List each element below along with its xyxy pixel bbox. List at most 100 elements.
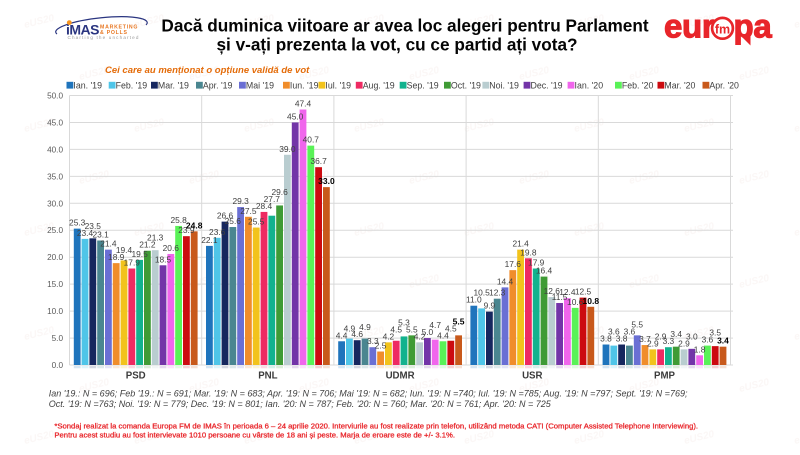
- svg-text:pa: pa: [734, 8, 773, 45]
- svg-text:Noi. '19: Noi. '19: [489, 81, 519, 91]
- svg-text:16.4: 16.4: [536, 266, 553, 276]
- svg-text:17.6: 17.6: [505, 259, 522, 269]
- svg-text:2.9: 2.9: [647, 338, 659, 348]
- svg-text:19.4: 19.4: [116, 245, 133, 255]
- svg-text:3.8: 3.8: [616, 334, 628, 344]
- svg-text:21.3: 21.3: [147, 233, 164, 243]
- svg-text:și v-ați prezenta la vot, cu c: și v-ați prezenta la vot, cu ce partid a…: [216, 35, 577, 55]
- svg-text:30.0: 30.0: [47, 199, 63, 208]
- svg-text:PMP: PMP: [654, 371, 676, 382]
- svg-text:3.5: 3.5: [709, 328, 721, 338]
- svg-text:45.0: 45.0: [47, 119, 63, 128]
- svg-text:2.9: 2.9: [655, 331, 667, 341]
- svg-text:4.5: 4.5: [390, 324, 402, 334]
- svg-text:10.0: 10.0: [47, 307, 63, 316]
- svg-text:2.5: 2.5: [375, 341, 387, 351]
- svg-text:Sep. '19: Sep. '19: [407, 81, 439, 91]
- svg-text:3.4: 3.4: [717, 336, 729, 346]
- svg-text:17.9: 17.9: [528, 258, 545, 268]
- svg-text:Mar. '19: Mar. '19: [158, 81, 189, 91]
- svg-text:4.9: 4.9: [359, 322, 371, 332]
- svg-text:fm: fm: [715, 23, 730, 37]
- svg-text:10.8: 10.8: [583, 296, 600, 306]
- svg-text:10.5: 10.5: [473, 288, 490, 298]
- svg-text:4.2: 4.2: [383, 331, 395, 341]
- svg-text:Feb. '19: Feb. '19: [116, 81, 148, 91]
- svg-text:29.6: 29.6: [271, 187, 288, 197]
- svg-text:eUS20: eUS20: [793, 325, 800, 343]
- svg-text:40.0: 40.0: [47, 145, 63, 154]
- svg-text:3.3: 3.3: [663, 336, 675, 346]
- svg-text:36.7: 36.7: [310, 156, 327, 166]
- svg-text:25.8: 25.8: [170, 215, 187, 225]
- svg-text:17.9: 17.9: [124, 258, 141, 268]
- svg-text:3.3: 3.3: [367, 336, 379, 346]
- svg-text:4.6: 4.6: [351, 329, 363, 339]
- svg-text:3.6: 3.6: [608, 327, 620, 337]
- svg-text:Apr. '20: Apr. '20: [709, 81, 739, 91]
- svg-text:47.4: 47.4: [295, 99, 312, 109]
- svg-text:23.5: 23.5: [85, 221, 102, 231]
- svg-text:Pentru acest studiu au fost in: Pentru acest studiu au fost intervievate…: [54, 431, 455, 440]
- svg-text:3.0: 3.0: [686, 331, 698, 341]
- svg-text:27.5: 27.5: [240, 206, 257, 216]
- svg-text:5.0: 5.0: [52, 334, 64, 343]
- svg-text:PNL: PNL: [258, 371, 277, 382]
- svg-text:Feb. '20: Feb. '20: [622, 81, 654, 91]
- svg-text:Aug. '19: Aug. '19: [363, 81, 395, 91]
- svg-text:Oct. '19: Oct. '19: [451, 81, 481, 91]
- svg-text:25.6: 25.6: [225, 216, 242, 226]
- svg-text:21.4: 21.4: [100, 239, 117, 249]
- svg-text:25.5: 25.5: [248, 217, 265, 227]
- svg-text:24.8: 24.8: [186, 220, 203, 230]
- svg-text:19.8: 19.8: [520, 247, 537, 257]
- svg-text:PSD: PSD: [126, 371, 146, 382]
- svg-text:12.3: 12.3: [489, 288, 506, 298]
- svg-text:3.6: 3.6: [624, 327, 636, 337]
- svg-text:Apr. '19: Apr. '19: [203, 81, 233, 91]
- svg-text:12.6: 12.6: [544, 286, 561, 296]
- svg-text:40.7: 40.7: [303, 135, 320, 145]
- svg-text:18.5: 18.5: [155, 254, 172, 264]
- svg-text:4.4: 4.4: [437, 330, 449, 340]
- svg-text:10.6: 10.6: [567, 297, 584, 307]
- svg-text:21.4: 21.4: [512, 239, 529, 249]
- svg-text:Charting the uncharted: Charting the uncharted: [68, 35, 140, 40]
- svg-text:& POLLS: & POLLS: [100, 30, 128, 36]
- svg-text:23.1: 23.1: [92, 230, 109, 240]
- svg-text:26.6: 26.6: [217, 211, 234, 221]
- svg-text:15.0: 15.0: [47, 280, 63, 289]
- svg-text:11.0: 11.0: [466, 295, 482, 305]
- svg-text:3.6: 3.6: [702, 335, 714, 345]
- svg-text:18.9: 18.9: [108, 252, 125, 262]
- svg-text:Iul. '19: Iul. '19: [325, 81, 351, 91]
- svg-text:Mai '19: Mai '19: [246, 81, 274, 91]
- svg-text:39.0: 39.0: [279, 144, 296, 154]
- svg-text:Ian. '19: Ian. '19: [73, 81, 102, 91]
- svg-text:iMAS: iMAS: [66, 22, 99, 38]
- svg-text:*Sondaj realizat la comanda Eu: *Sondaj realizat la comanda Europa FM de…: [54, 421, 698, 430]
- svg-text:45.0: 45.0: [287, 112, 304, 122]
- svg-text:9.9: 9.9: [484, 301, 496, 311]
- svg-text:5.5: 5.5: [406, 324, 418, 334]
- svg-text:USR: USR: [522, 371, 542, 382]
- svg-text:Dacă duminica viitoare ar avea: Dacă duminica viitoare ar avea loc alege…: [161, 16, 648, 36]
- svg-text:4.4: 4.4: [336, 330, 348, 340]
- svg-text:14.4: 14.4: [497, 276, 514, 286]
- svg-text:Dec. '19: Dec. '19: [531, 81, 563, 91]
- svg-text:33.0: 33.0: [318, 176, 335, 186]
- svg-text:eur: eur: [664, 8, 715, 45]
- svg-text:35.0: 35.0: [47, 172, 63, 181]
- svg-text:5.5: 5.5: [453, 316, 465, 326]
- svg-text:MARKETING: MARKETING: [100, 25, 138, 31]
- svg-text:23.4: 23.4: [77, 228, 94, 238]
- svg-text:4.7: 4.7: [429, 320, 441, 330]
- svg-text:29.3: 29.3: [232, 196, 249, 206]
- svg-text:25.3: 25.3: [69, 218, 86, 228]
- svg-text:3.4: 3.4: [670, 329, 682, 339]
- svg-text:25.0: 25.0: [47, 226, 63, 235]
- svg-text:28.4: 28.4: [256, 201, 273, 211]
- svg-text:eUS20: eUS20: [793, 221, 800, 239]
- svg-text:UDMR: UDMR: [386, 371, 415, 382]
- svg-text:4.2: 4.2: [414, 331, 426, 341]
